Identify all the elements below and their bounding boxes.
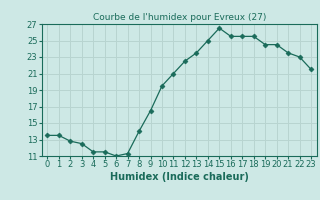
Title: Courbe de l'humidex pour Evreux (27): Courbe de l'humidex pour Evreux (27): [92, 13, 266, 22]
X-axis label: Humidex (Indice chaleur): Humidex (Indice chaleur): [110, 172, 249, 182]
